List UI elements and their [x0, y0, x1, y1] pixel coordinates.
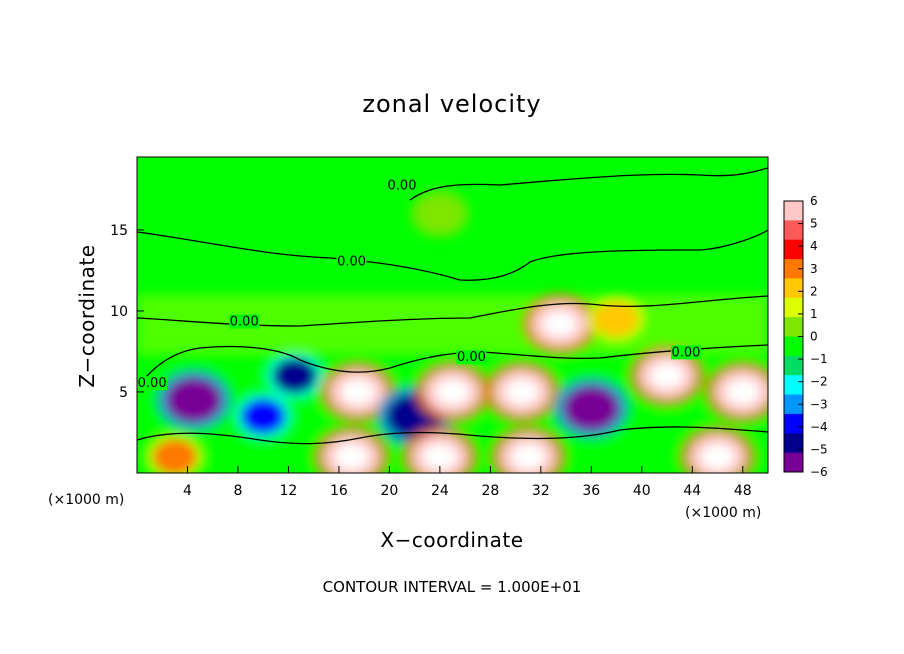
- x-tick-label: 28: [481, 483, 499, 499]
- contour-label-bg: [137, 376, 168, 391]
- feature-saturated: [341, 379, 375, 405]
- contour-label-bg: [229, 314, 260, 329]
- x-unit-left: (×1000 m): [48, 492, 124, 508]
- colorbar-tick-label: 1: [810, 307, 818, 321]
- feature-saturated: [505, 379, 539, 405]
- colorbar-tick-label: 6: [810, 194, 818, 208]
- colorbar-swatch: [784, 394, 803, 415]
- feature-core: [241, 398, 286, 434]
- x-tick-label: 8: [233, 483, 242, 499]
- feature-saturated: [725, 379, 760, 405]
- contour-label-bg: [670, 345, 701, 360]
- y-axis-label: Z−coordinate: [75, 244, 99, 387]
- x-tick-label: 12: [280, 483, 298, 499]
- contour-label: 0.00: [671, 345, 700, 360]
- colorbar-swatch: [784, 239, 803, 260]
- feature-core: [165, 377, 222, 423]
- feature-saturated: [435, 379, 470, 405]
- plot-frame: [136, 156, 769, 474]
- colorbar-tick-label: −1: [810, 352, 828, 366]
- colorbar-tick-label: −4: [810, 420, 828, 434]
- feature-core: [272, 358, 317, 394]
- colorbar-swatch: [784, 220, 803, 241]
- x-tick-label: 32: [532, 483, 550, 499]
- plot-area: 0.00 0.00 0.00 0.00 0.00 0.00: [137, 157, 768, 473]
- colorbar-tick-label: 5: [810, 217, 818, 231]
- x-tick-label: 16: [330, 483, 348, 499]
- x-tick-label: 36: [582, 483, 600, 499]
- zero-contours: [137, 167, 768, 445]
- feature-saturated: [423, 444, 457, 470]
- contour-label: 0.00: [457, 350, 486, 365]
- x-axis: 4 8 12 16 20 24 28 32 36 40 44 48: [183, 466, 752, 499]
- colorbar-swatch: [784, 278, 803, 299]
- colorbar-tick-label: 4: [810, 239, 818, 253]
- colorbar-swatch: [784, 413, 803, 434]
- contour-label: 0.00: [337, 255, 366, 270]
- x-tick-label: 44: [683, 483, 701, 499]
- chart-title: zonal velocity: [362, 90, 541, 118]
- colorbar-swatch: [784, 317, 803, 337]
- feature-saturated: [511, 444, 546, 470]
- feature-core: [594, 301, 639, 337]
- feature-saturated: [700, 444, 735, 470]
- colorbar-swatch: [784, 355, 803, 376]
- colorbar-tick-label: 3: [810, 262, 818, 276]
- colorbar-tick-label: −5: [810, 442, 828, 456]
- contour-label: 0.00: [138, 376, 167, 391]
- y-axis: 5 10 15: [110, 223, 144, 401]
- y-tick-label: 15: [110, 223, 128, 239]
- y-tick-label: 5: [119, 385, 128, 401]
- zero-contour-line: [137, 229, 768, 281]
- contour-label-bg: [456, 350, 487, 365]
- contour-label: 0.00: [388, 178, 417, 193]
- colorbar-tick-label: −2: [810, 375, 828, 389]
- x-tick-label: 4: [183, 483, 192, 499]
- colorbar-tick-label: −3: [810, 397, 828, 411]
- colorbar-tick-label: 0: [810, 330, 818, 344]
- contour-labels: 0.00 0.00 0.00 0.00 0.00 0.00: [137, 178, 701, 391]
- x-unit-right: (×1000 m): [685, 505, 761, 521]
- zero-contour-line: [137, 344, 768, 389]
- contour-label-bg: [336, 254, 367, 269]
- feature-saturated: [542, 311, 577, 337]
- zero-contour-line: [409, 167, 768, 201]
- colorbar-tick-label: 2: [810, 284, 818, 298]
- contour-label: 0.00: [230, 315, 259, 330]
- feature-saturated: [650, 363, 684, 389]
- x-tick-label: 40: [633, 483, 651, 499]
- colorbar-swatch: [784, 433, 803, 454]
- colorbar-swatch: [784, 452, 803, 473]
- feature-saturated: [334, 444, 369, 470]
- feature-core: [417, 196, 462, 232]
- contour-label-bg: [387, 178, 418, 193]
- contour-interval-note: CONTOUR INTERVAL = 1.000E+01: [323, 578, 582, 596]
- feature-core: [152, 439, 197, 473]
- feature-core: [563, 385, 620, 431]
- colorbar-tick-label: −6: [810, 465, 828, 479]
- colorbar-swatch: [784, 375, 803, 396]
- velocity-field: [137, 189, 768, 473]
- colorbar-swatch: [784, 201, 803, 221]
- colorbar-swatch: [784, 336, 803, 357]
- colorbar-swatch: [784, 297, 803, 318]
- y-tick-label: 10: [110, 304, 128, 320]
- x-tick-label: 24: [431, 483, 449, 499]
- x-axis-label: X−coordinate: [380, 528, 523, 552]
- colorbar: 6 5 4 3 2 1 0 −1 −2 −3 −4 −5 −6: [783, 194, 828, 479]
- colorbar-swatch: [784, 259, 803, 279]
- x-tick-label: 48: [734, 483, 752, 499]
- x-tick-label: 20: [380, 483, 398, 499]
- zero-contour-line: [137, 426, 768, 445]
